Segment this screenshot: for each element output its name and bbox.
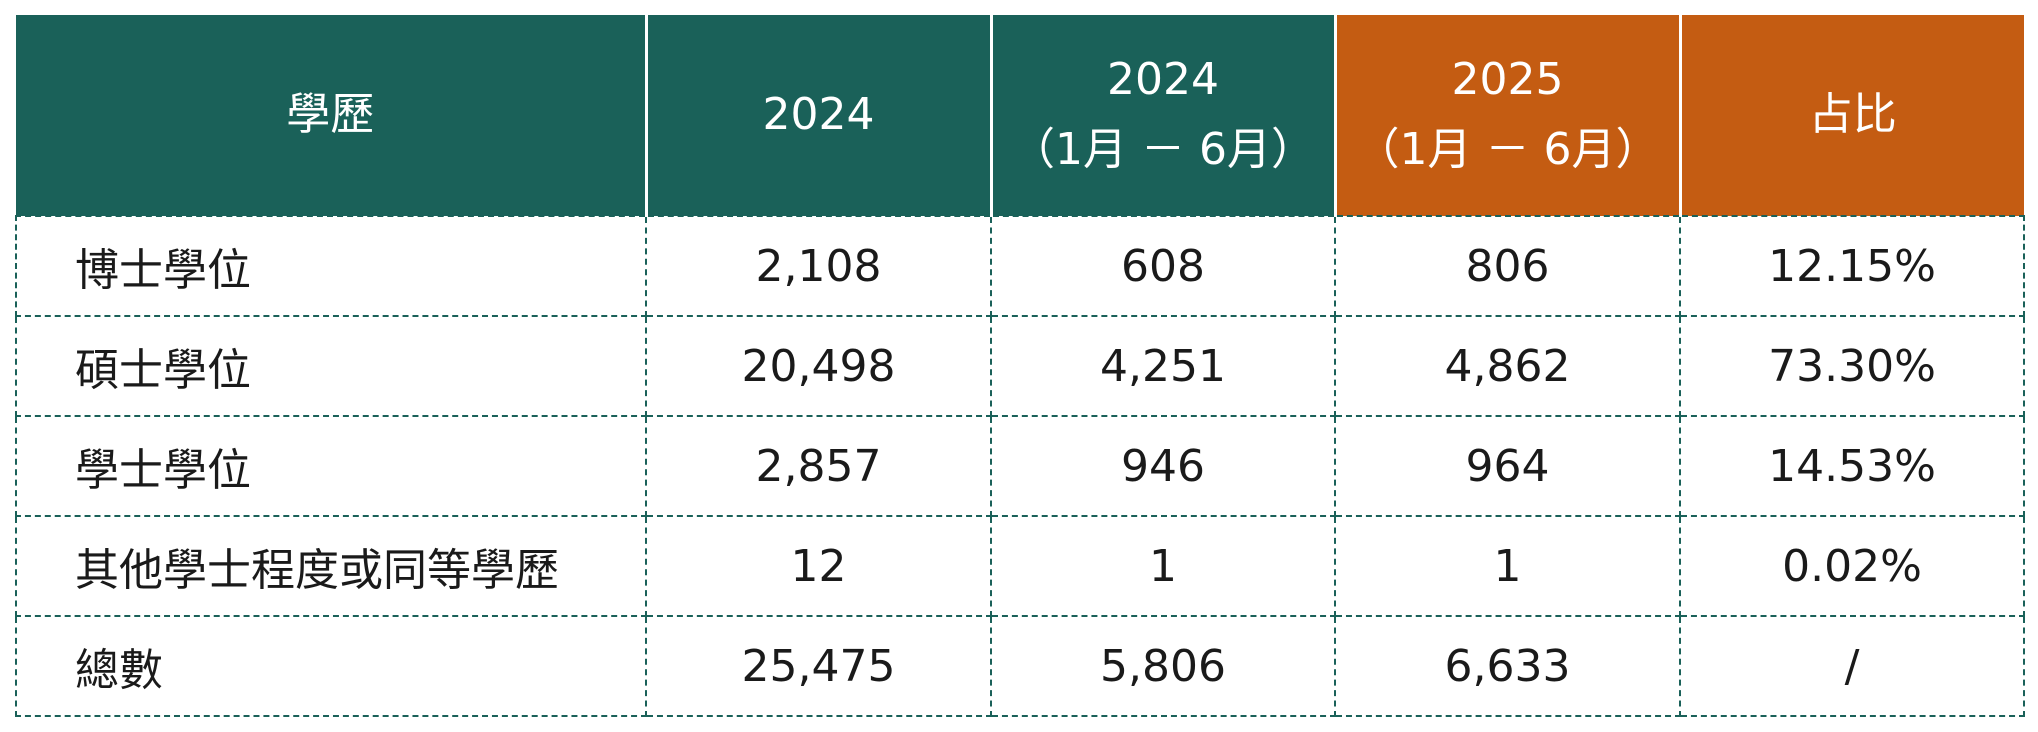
cell-2024: 20,498	[645, 315, 992, 417]
row-label: 碩士學位	[15, 315, 647, 417]
row-label: 總數	[15, 615, 647, 717]
cell-share: /	[1679, 615, 2025, 717]
cell-2025-jan-jun: 964	[1334, 415, 1681, 517]
table-row-total: 總數 25,475 5,806 6,633 /	[15, 615, 2025, 717]
cell-2025-jan-jun: 1	[1334, 515, 1681, 617]
header-2025-jan-jun: 2025 （1月 － 6月）	[1333, 15, 1682, 216]
row-label: 學士學位	[15, 415, 647, 517]
header-2024-jan-jun: 2024 （1月 － 6月）	[989, 15, 1337, 216]
header-share: 占比	[1678, 15, 2024, 216]
education-table-container: 學歷 2024 2024 （1月 － 6月） 2025 （1月 － 6月） 占比	[15, 15, 2025, 717]
cell-share: 12.15%	[1679, 215, 2025, 317]
table-row: 其他學士程度或同等學歷 12 1 1 0.02%	[15, 515, 2025, 617]
cell-2024-jan-jun: 1	[990, 515, 1336, 617]
table-row: 碩士學位 20,498 4,251 4,862 73.30%	[15, 315, 2025, 417]
header-education: 學歷	[16, 15, 648, 216]
table-row: 博士學位 2,108 608 806 12.15%	[15, 215, 2025, 317]
header-2024: 2024	[644, 15, 993, 216]
cell-2025-jan-jun: 806	[1334, 215, 1681, 317]
cell-share: 73.30%	[1679, 315, 2025, 417]
header-row: 學歷 2024 2024 （1月 － 6月） 2025 （1月 － 6月） 占比	[16, 15, 2024, 216]
cell-2024: 2,108	[645, 215, 992, 317]
cell-2024: 12	[645, 515, 992, 617]
row-label: 其他學士程度或同等學歷	[15, 515, 647, 617]
cell-2024: 25,475	[645, 615, 992, 717]
cell-2024: 2,857	[645, 415, 992, 517]
cell-2024-jan-jun: 608	[990, 215, 1336, 317]
cell-2025-jan-jun: 4,862	[1334, 315, 1681, 417]
cell-2024-jan-jun: 5,806	[990, 615, 1336, 717]
cell-2025-jan-jun: 6,633	[1334, 615, 1681, 717]
cell-share: 14.53%	[1679, 415, 2025, 517]
cell-2024-jan-jun: 946	[990, 415, 1336, 517]
row-label: 博士學位	[15, 215, 647, 317]
table-row: 學士學位 2,857 946 964 14.53%	[15, 415, 2025, 517]
cell-share: 0.02%	[1679, 515, 2025, 617]
education-table: 學歷 2024 2024 （1月 － 6月） 2025 （1月 － 6月） 占比	[15, 15, 2025, 717]
cell-2024-jan-jun: 4,251	[990, 315, 1336, 417]
